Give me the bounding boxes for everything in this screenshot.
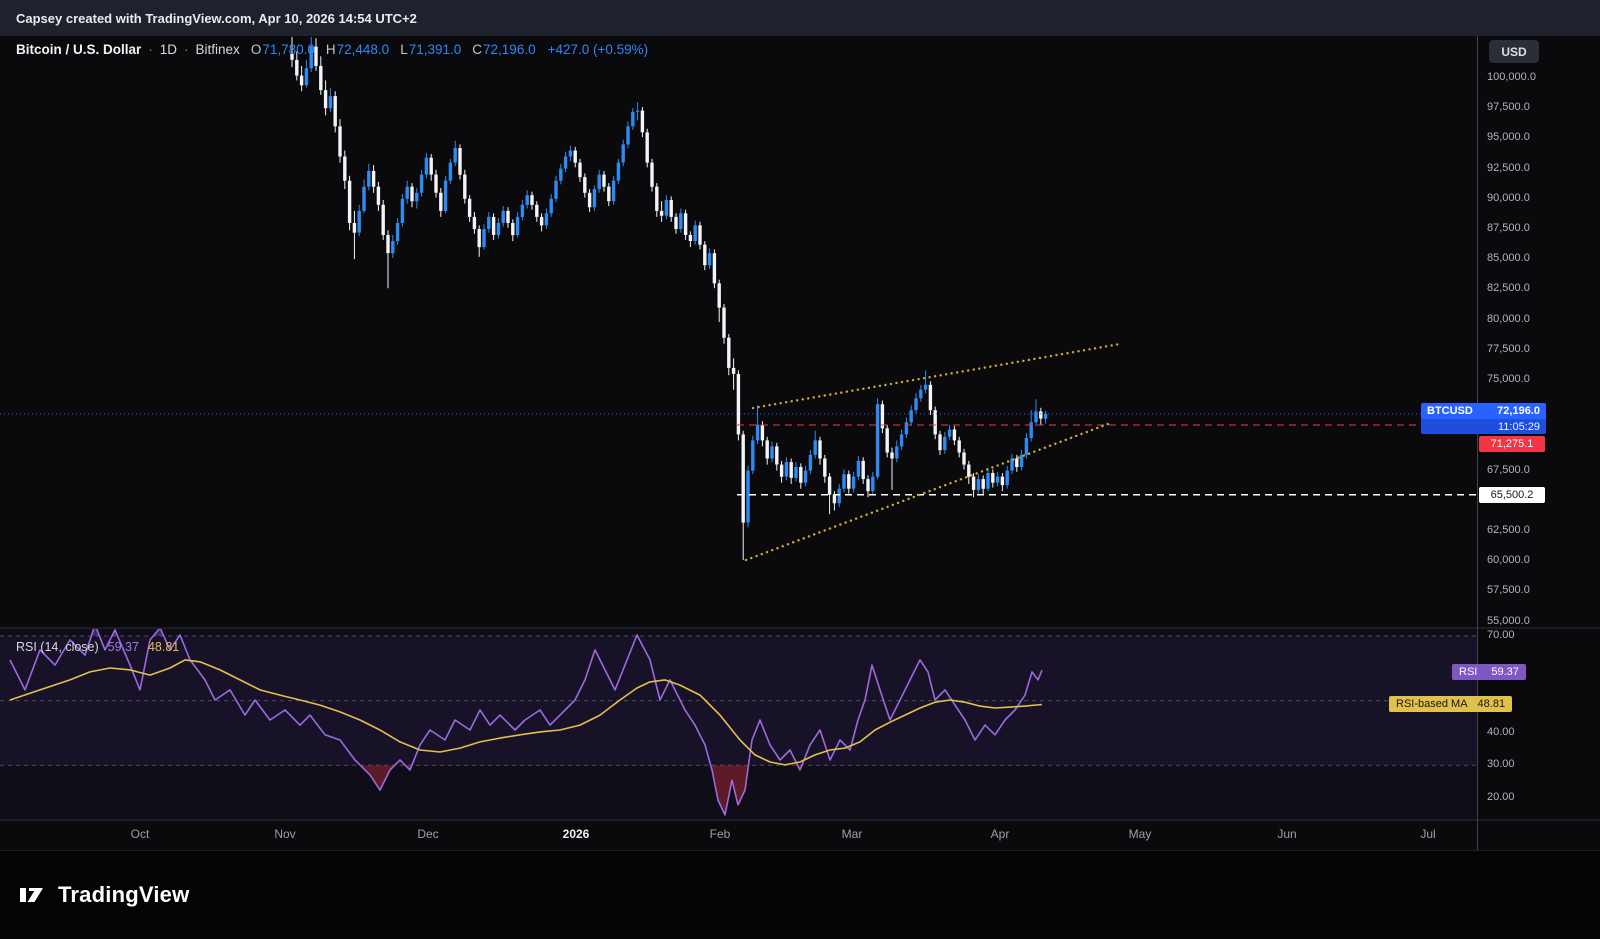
support-price-label: 65,500.2 [1490,489,1534,501]
ohlc-high: H 72,448.0 [326,42,389,57]
rsi-axis-badge: RSI 59.37 [1452,664,1526,680]
time-axis-label: Feb [709,827,731,841]
badge-last-price: 72,196.0 [1497,405,1540,417]
interval-label[interactable]: 1D [159,42,178,57]
price-tick-label: 62,500.0 [1487,524,1530,536]
rsi-tick-label: 30.00 [1487,758,1515,770]
close-value: 72,196.0 [483,42,536,57]
rsi-tick-label: 20.00 [1487,791,1515,803]
price-tick-label: 77,500.0 [1487,343,1530,355]
tradingview-logo-icon[interactable] [17,880,47,910]
countdown-row: 11:05:29 [1421,419,1546,434]
time-axis[interactable]: Oct Nov Dec 2026 Feb Mar Apr May Jun Jul [0,820,1600,850]
alert-price-label: 71,275.1 [1490,438,1534,450]
ohlc-low: L 71,391.0 [400,42,461,57]
high-value: 72,448.0 [336,42,390,57]
separator-dot: · [148,42,153,57]
tradingview-wordmark[interactable]: TradingView [58,882,190,907]
price-tick-label: 87,500.0 [1487,222,1530,234]
price-tick-label: 100,000.0 [1487,71,1536,83]
price-tick-label: 95,000.0 [1487,131,1530,143]
rsi-value: 59.37 [107,640,139,654]
time-axis-label: 2026 [562,827,590,841]
rsi-ma-value: 48.81 [147,640,180,654]
low-value: 71,391.0 [408,42,462,57]
price-tick-label: 55,000.0 [1487,615,1530,627]
time-axis-label: Mar [841,827,863,841]
price-tick-label: 80,000.0 [1487,313,1530,325]
price-tick-label: 90,000.0 [1487,192,1530,204]
last-price-badge[interactable]: BTCUSD 72,196.0 11:05:29 [1421,403,1546,434]
rsi-indicator-legend[interactable]: RSI (14, close) 59.37 48.81 [16,640,179,654]
price-tick-label: 92,500.0 [1487,162,1530,174]
rsi-badge-value: 59.37 [1491,666,1519,678]
open-letter: O [250,42,262,57]
high-letter: H [325,42,336,57]
rsi-tick-label: 40.00 [1487,726,1515,738]
footer-bar: TradingView [0,851,1600,939]
badge-symbol: BTCUSD [1427,405,1473,417]
low-letter: L [400,42,408,57]
rsi-ma-badge-label: RSI-based MA [1396,698,1468,710]
time-axis-label: Dec [417,827,439,841]
time-axis-label: Nov [274,827,296,841]
time-axis-label: Jul [1420,827,1436,841]
price-tick-label: 60,000.0 [1487,554,1530,566]
price-tick-label: 57,500.0 [1487,584,1530,596]
price-line-badge-white[interactable]: 65,500.2 [1479,487,1545,503]
price-tick-label: 67,500.0 [1487,464,1530,476]
time-axis-label: Apr [990,827,1010,841]
last-price-badge-row: BTCUSD 72,196.0 [1421,403,1546,419]
rsi-ma-axis-badge: RSI-based MA 48.81 [1389,696,1513,712]
rsi-ma-badge-value: 48.81 [1477,698,1506,710]
price-tick-label: 85,000.0 [1487,252,1530,264]
rsi-title: RSI (14, close) [16,640,99,654]
close-letter: C [472,42,483,57]
time-axis-label: May [1128,827,1152,841]
snapshot-title-bar: Capsey created with TradingView.com, Apr… [0,0,1600,36]
currency-toggle-button[interactable]: USD [1489,40,1539,63]
price-line-badge-red[interactable]: 71,275.1 [1479,436,1545,452]
price-tick-label: 97,500.0 [1487,101,1530,113]
ohlc-close: C 72,196.0 [472,42,535,57]
separator-dot: · [184,42,189,57]
open-value: 71,780.0 [262,42,315,57]
rsi-tick-label: 70.00 [1487,629,1515,641]
snapshot-title: Capsey created with TradingView.com, Apr… [16,10,417,26]
price-tick-label: 75,000.0 [1487,373,1530,385]
time-axis-label: Jun [1277,827,1297,841]
badge-countdown: 11:05:29 [1497,420,1540,433]
time-axis-label: Oct [130,827,150,841]
ohlc-open: O 71,780.0 [251,42,315,57]
change-label: +427.0 (+0.59%) [547,42,649,57]
currency-label: USD [1501,44,1527,59]
exchange-label: Bitfinex [195,42,240,57]
symbol-title[interactable]: Bitcoin / U.S. Dollar [16,42,142,57]
rsi-badge-label: RSI [1459,666,1478,678]
price-tick-label: 82,500.0 [1487,282,1530,294]
